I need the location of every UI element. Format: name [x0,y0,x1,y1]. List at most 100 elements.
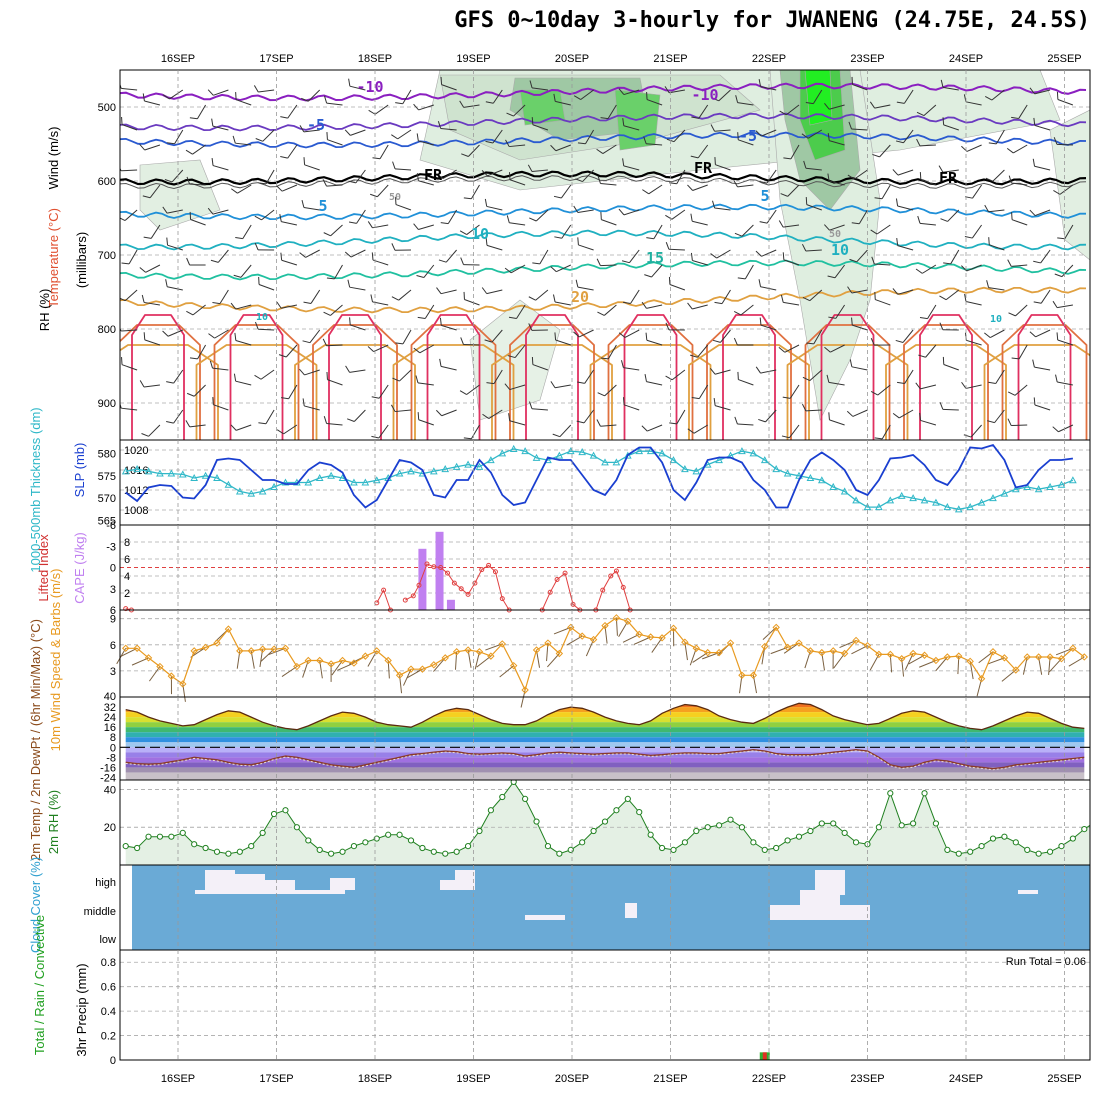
barb-shaft [583,409,595,424]
wind-barb [643,136,663,146]
barb-shaft [169,89,184,100]
wind-barb [554,332,571,346]
barb-feather [390,404,396,412]
barb-feather [642,189,650,195]
rh-shading [1049,109,1090,261]
thickness-point [441,465,450,473]
barb-feather [596,148,604,154]
barb-feather [712,339,721,343]
thickness-point [669,456,678,464]
isotherm [120,131,1087,149]
barb-shaft [445,249,457,263]
wind-barb [987,409,1005,424]
barb-shaft [633,636,651,645]
barb-feather [121,116,123,125]
barb-shaft [646,99,663,106]
barb-shaft [622,633,640,643]
wind10m-barb [839,640,857,649]
barb-feather [189,357,198,360]
rh2m-axis-label: 2m RH (%) [46,790,61,854]
barb-shaft [242,224,252,239]
wind-barb [737,371,754,386]
barb-shaft [671,209,686,220]
wind-barb [139,380,160,388]
barb-feather [1008,175,1012,184]
barb-feather [552,294,556,303]
li-point [486,562,492,568]
barb-feather [299,125,305,133]
rh-point [989,835,997,842]
barb-feather [367,346,374,352]
wind-barb [235,92,252,106]
wind-speed-point [487,652,495,660]
wind-barb [460,257,480,266]
barb-shaft [721,289,731,304]
thickness-point [760,456,769,464]
wind-speed-point [612,614,621,622]
wind-barb [120,289,138,302]
barb-feather [823,224,830,231]
rh-point [921,790,928,797]
li-point [492,569,498,575]
barb-feather [254,215,262,221]
wind-barb [231,184,252,194]
thickness-point [156,469,164,477]
wind-barb [896,89,914,104]
barb-shaft [714,405,731,411]
wind-barb [1011,212,1028,226]
wind-barb [1029,329,1051,338]
wind-barb [485,129,503,144]
rh-point [944,846,951,853]
barb-shaft [492,129,503,144]
wind-barb [846,409,868,417]
barb-shaft [399,369,412,382]
rh-point [202,844,209,852]
barb-shaft [171,169,184,183]
barb-feather [484,339,493,343]
barb-shaft [493,369,503,384]
wind-speed-point [521,686,529,694]
wind-barb [254,369,275,380]
wind-barb [733,337,754,346]
barb-shaft [539,249,549,265]
barb-feather [323,311,331,316]
wind10m-barb [553,626,571,635]
barb-feather [232,135,236,144]
wind-barb [691,384,709,400]
barb-shaft [971,224,983,239]
barb-shaft [943,124,959,131]
barb-shaft [124,209,138,221]
isotherm-lobe [983,344,1090,440]
barb-shaft [532,124,549,131]
temp-band [125,707,1085,713]
barb-shaft [1068,656,1085,667]
barb-shaft [783,259,800,266]
barb-shaft [737,423,754,426]
barb-shaft [692,184,708,191]
barb-shaft [602,144,617,154]
barb-shaft [987,657,1005,665]
barb-shaft [212,367,229,371]
barb-shaft [486,244,503,251]
barb-shaft [966,264,982,272]
wind-barb [1006,144,1028,154]
barb-feather [481,170,488,177]
wind-barb [870,224,891,235]
barb-feather [758,418,766,423]
barb-shaft [128,249,138,265]
day-label-bottom: 17SEP [259,1073,293,1085]
barb-feather [734,416,738,425]
rh-point [761,846,768,853]
barb-shaft [1014,384,1028,396]
barb-shaft [603,304,617,316]
rh-point [293,824,300,831]
barb-feather [439,317,442,326]
wind-barb [162,206,183,214]
wind-barb [870,384,891,396]
barb-feather [711,97,719,102]
barb-feather [212,397,214,405]
wind-speed-point [224,625,233,633]
barb-shaft [970,424,982,438]
barb-feather [1029,87,1035,95]
barb-shaft [760,324,777,331]
